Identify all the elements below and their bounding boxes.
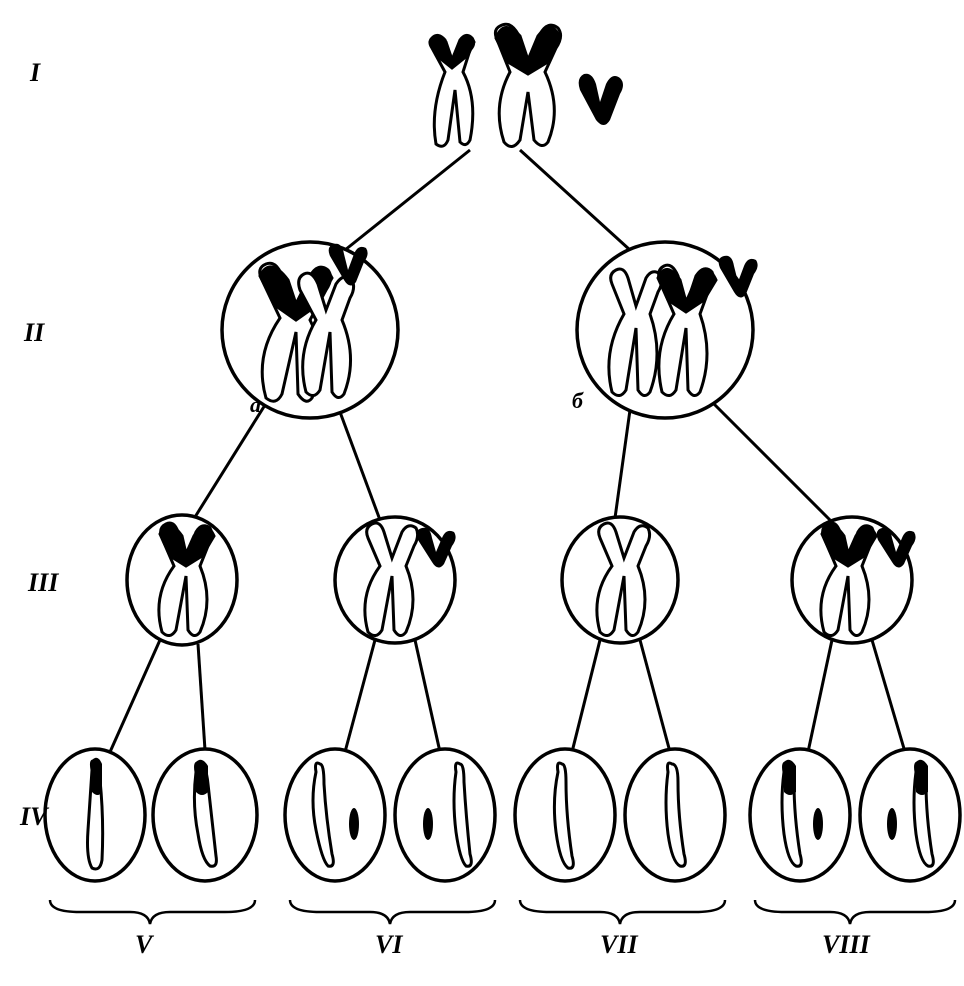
- cell-III-3: [562, 517, 678, 643]
- label-sub-a: а: [250, 392, 261, 418]
- diagram-canvas: I II III IV а б V VI VII VIII: [0, 0, 964, 986]
- cell-II-a: [222, 242, 398, 418]
- cell-III-2: [335, 517, 456, 643]
- label-row-III: III: [28, 568, 58, 598]
- chromosome-I-left: [430, 35, 474, 146]
- label-VI: VI: [375, 930, 402, 960]
- cell-III-1: [127, 515, 237, 645]
- edges: [110, 150, 905, 752]
- cell-IV-8: [860, 749, 960, 881]
- diagram-svg: [0, 0, 964, 986]
- cell-II-b: [577, 242, 758, 418]
- label-VII: VII: [600, 930, 638, 960]
- cell-IV-2: [153, 749, 257, 881]
- label-row-IV: IV: [20, 802, 47, 832]
- cell-IV-5: [515, 749, 615, 881]
- cell-IV-4: [395, 749, 495, 881]
- label-VIII: VIII: [822, 930, 870, 960]
- label-row-I: I: [30, 58, 40, 88]
- label-V: V: [135, 930, 152, 960]
- row-I-chromosomes: [430, 24, 623, 146]
- cell-IV-1: [45, 749, 145, 881]
- cell-IV-7: [750, 749, 850, 881]
- chromosome-I-small: [579, 74, 623, 125]
- cell-IV-6: [625, 749, 725, 881]
- cell-IV-3: [285, 749, 385, 881]
- bottom-braces: [50, 900, 955, 924]
- chromosome-I-mid: [495, 24, 560, 146]
- label-row-II: II: [24, 318, 44, 348]
- label-sub-b: б: [572, 388, 583, 414]
- cell-III-4: [792, 517, 916, 643]
